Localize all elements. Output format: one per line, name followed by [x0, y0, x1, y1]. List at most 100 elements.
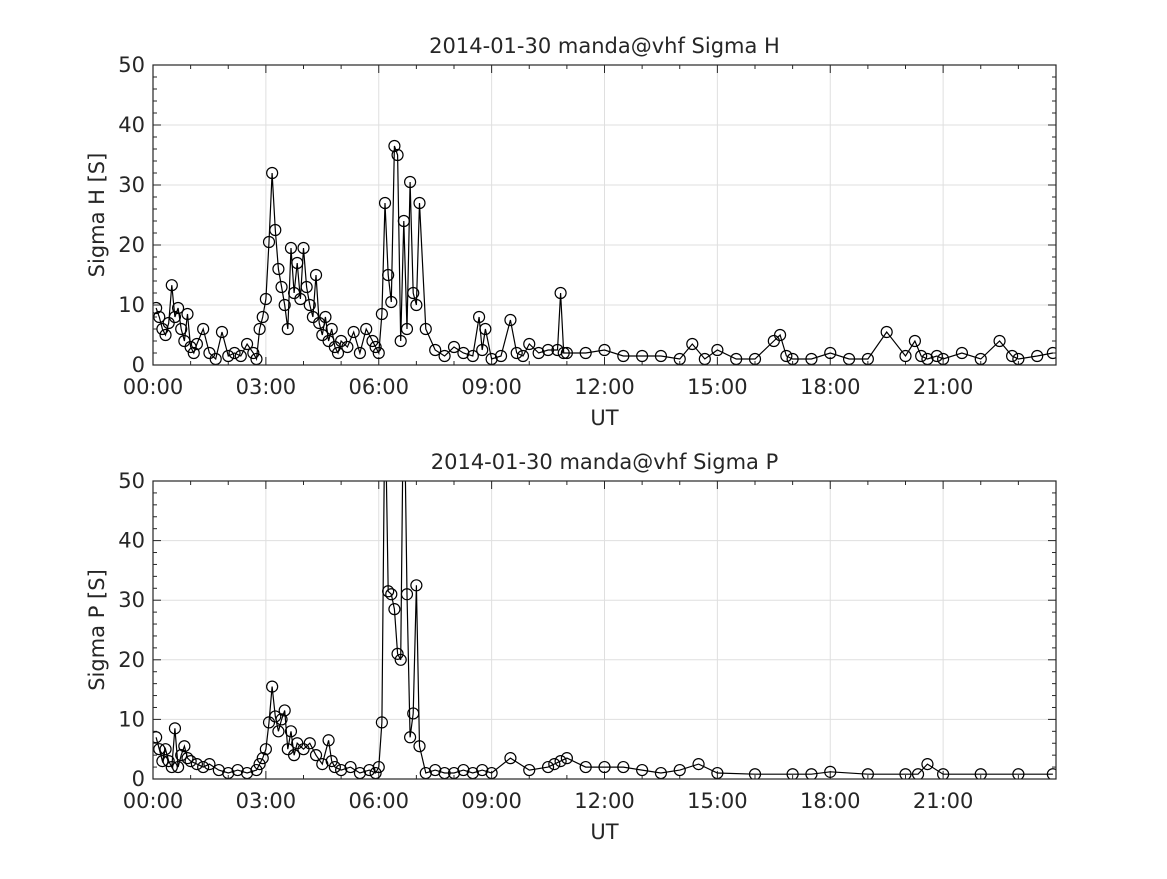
- data-point: [178, 740, 191, 753]
- data-point: [184, 340, 197, 354]
- data-point: [438, 349, 451, 363]
- data-point: [250, 763, 263, 777]
- data-point: [394, 334, 407, 348]
- y-tick-label: 10: [118, 707, 145, 731]
- x-tick-label: 09:00: [461, 375, 522, 399]
- data-point: [322, 734, 335, 747]
- data-point: [284, 241, 298, 255]
- data-point: [181, 307, 194, 321]
- data-point: [921, 757, 934, 771]
- axes-box: [152, 64, 1057, 366]
- data-point: [554, 755, 567, 768]
- x-tick-label: 12:00: [574, 375, 635, 399]
- data-point: [413, 740, 426, 753]
- data-point: [184, 755, 197, 768]
- data-point: [476, 343, 489, 357]
- data-point: [291, 256, 304, 270]
- x-tick-label: 15:00: [687, 375, 748, 399]
- data-point: [259, 292, 272, 306]
- data-point: [190, 757, 203, 771]
- data-point: [269, 223, 282, 237]
- data-point: [325, 755, 338, 768]
- y-axis-label: Sigma H [S]: [85, 153, 109, 278]
- data-point: [165, 760, 178, 774]
- chart-panel-1: 00:00 03:00 06:00 09:00 12:00 15:00 18:00 21:00…: [85, 34, 1057, 430]
- chart-panel-2: 00:00 03:00 06:00 09:00 12:00 15:00 18:00 21:00…: [85, 450, 1057, 844]
- data-point: [394, 653, 407, 666]
- data-point: [579, 760, 592, 774]
- y-tick-label: 50: [118, 53, 145, 77]
- data-point: [510, 346, 523, 360]
- data-point: [175, 749, 188, 762]
- data-point: [654, 349, 668, 363]
- data-point: [404, 731, 417, 744]
- data-point: [309, 268, 323, 282]
- data-point: [253, 757, 266, 771]
- data-point: [162, 755, 175, 768]
- data-point: [447, 340, 461, 354]
- data-point: [303, 737, 316, 750]
- data-point: [375, 307, 388, 321]
- data-point: [993, 334, 1006, 348]
- data-point: [309, 749, 323, 762]
- data-point: [598, 343, 611, 357]
- data-point: [215, 325, 229, 339]
- data-point: [786, 768, 799, 779]
- data-point: [686, 337, 699, 351]
- data-point: [388, 603, 401, 616]
- data-point: [748, 768, 762, 779]
- data-point: [805, 768, 818, 779]
- data-point: [880, 325, 893, 339]
- data-point: [541, 343, 555, 357]
- axes-box: [152, 480, 1057, 780]
- y-tick-label: 40: [118, 529, 145, 553]
- data-point: [171, 301, 185, 315]
- series-group: [153, 139, 1056, 365]
- x-tick-label: 03:00: [236, 789, 297, 813]
- data-point: [1046, 346, 1056, 360]
- data-point: [930, 349, 943, 363]
- data-point: [360, 322, 373, 336]
- x-tick-label: 00:00: [123, 375, 184, 399]
- data-point: [347, 325, 360, 339]
- data-point: [197, 760, 210, 774]
- data-point: [937, 768, 950, 779]
- data-point: [955, 346, 969, 360]
- data-point: [397, 214, 410, 228]
- data-point: [407, 707, 420, 720]
- data-point: [554, 286, 567, 300]
- data-point: [328, 760, 341, 774]
- data-point: [382, 268, 395, 282]
- data-point: [824, 765, 837, 778]
- data-point: [1012, 768, 1025, 779]
- data-point: [899, 768, 912, 779]
- y-tick-label: 30: [118, 588, 145, 612]
- data-point: [165, 279, 178, 292]
- data-point: [266, 680, 279, 693]
- data-point: [153, 301, 163, 315]
- data-point: [153, 310, 166, 324]
- data-point: [319, 310, 332, 324]
- data-point: [378, 196, 392, 210]
- data-point: [300, 280, 313, 294]
- x-tick-label: 21:00: [913, 789, 974, 813]
- data-point: [636, 763, 649, 777]
- data-point: [366, 334, 379, 348]
- data-point: [780, 349, 793, 363]
- data-point: [240, 337, 254, 351]
- data-point: [287, 749, 301, 762]
- y-tick-label: 20: [118, 233, 145, 257]
- data-point: [203, 757, 216, 771]
- data-point: [391, 148, 404, 162]
- y-tick-label: 30: [118, 173, 145, 197]
- data-point: [410, 579, 423, 592]
- x-tick-label: 09:00: [461, 789, 522, 813]
- data-point: [523, 763, 536, 777]
- data-point: [429, 343, 442, 357]
- data-point: [915, 349, 928, 363]
- data-point: [557, 346, 570, 360]
- data-point: [560, 752, 573, 765]
- data-point: [187, 346, 200, 360]
- y-tick-label: 0: [132, 767, 145, 791]
- data-point: [372, 346, 385, 360]
